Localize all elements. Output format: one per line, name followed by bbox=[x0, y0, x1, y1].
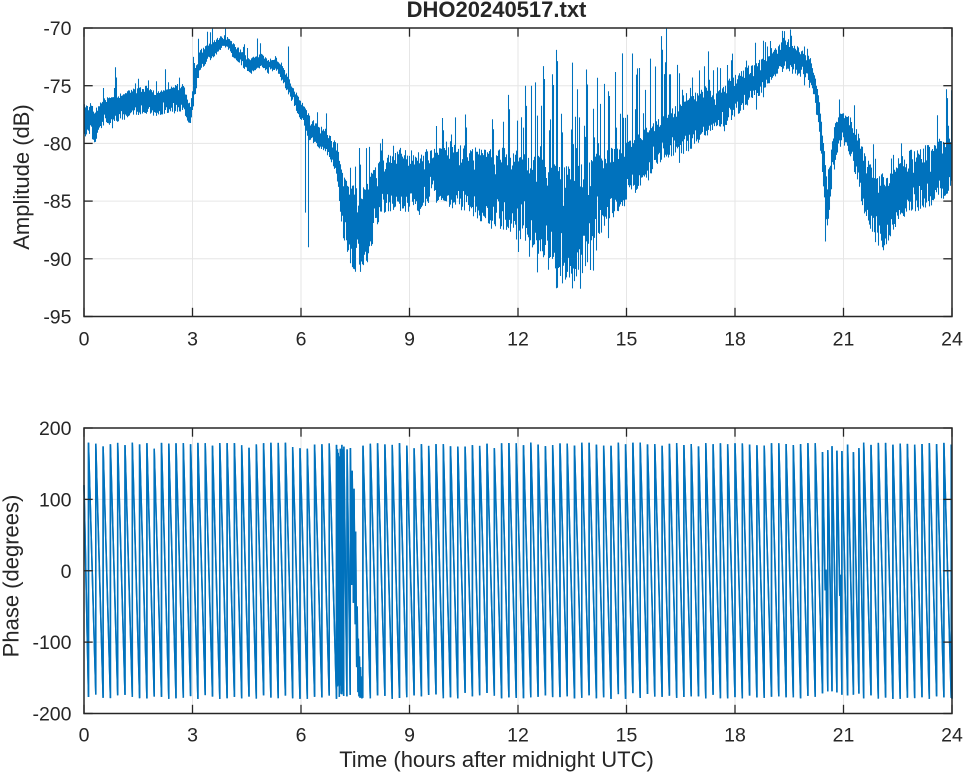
svg-text:200: 200 bbox=[39, 418, 72, 440]
svg-text:12: 12 bbox=[507, 329, 529, 351]
svg-text:-80: -80 bbox=[43, 134, 71, 156]
svg-text:0: 0 bbox=[79, 725, 90, 747]
svg-text:3: 3 bbox=[187, 725, 198, 747]
svg-text:12: 12 bbox=[507, 725, 529, 747]
svg-text:-100: -100 bbox=[32, 632, 71, 654]
svg-text:6: 6 bbox=[296, 725, 307, 747]
svg-text:9: 9 bbox=[404, 329, 415, 351]
svg-text:21: 21 bbox=[833, 329, 855, 351]
svg-text:100: 100 bbox=[39, 490, 72, 512]
svg-text:15: 15 bbox=[616, 329, 638, 351]
svg-text:15: 15 bbox=[616, 725, 638, 747]
svg-text:Phase (degrees): Phase (degrees) bbox=[0, 495, 24, 658]
svg-text:-85: -85 bbox=[43, 191, 71, 213]
svg-text:-90: -90 bbox=[43, 249, 71, 271]
svg-text:9: 9 bbox=[404, 725, 415, 747]
svg-text:24: 24 bbox=[941, 329, 963, 351]
svg-text:0: 0 bbox=[79, 329, 90, 351]
svg-text:-200: -200 bbox=[32, 704, 71, 726]
svg-text:Amplitude (dB): Amplitude (dB) bbox=[9, 104, 34, 250]
svg-text:DHO20240517.txt: DHO20240517.txt bbox=[407, 0, 587, 22]
svg-text:-75: -75 bbox=[43, 76, 71, 98]
svg-text:21: 21 bbox=[833, 725, 855, 747]
svg-text:18: 18 bbox=[724, 725, 746, 747]
svg-text:-70: -70 bbox=[43, 18, 71, 40]
svg-text:-95: -95 bbox=[43, 307, 71, 329]
svg-text:3: 3 bbox=[187, 329, 198, 351]
svg-text:0: 0 bbox=[61, 561, 72, 583]
svg-text:Time (hours after midnight UTC: Time (hours after midnight UTC) bbox=[339, 747, 654, 772]
svg-text:6: 6 bbox=[296, 329, 307, 351]
svg-text:18: 18 bbox=[724, 329, 746, 351]
svg-text:24: 24 bbox=[941, 725, 963, 747]
